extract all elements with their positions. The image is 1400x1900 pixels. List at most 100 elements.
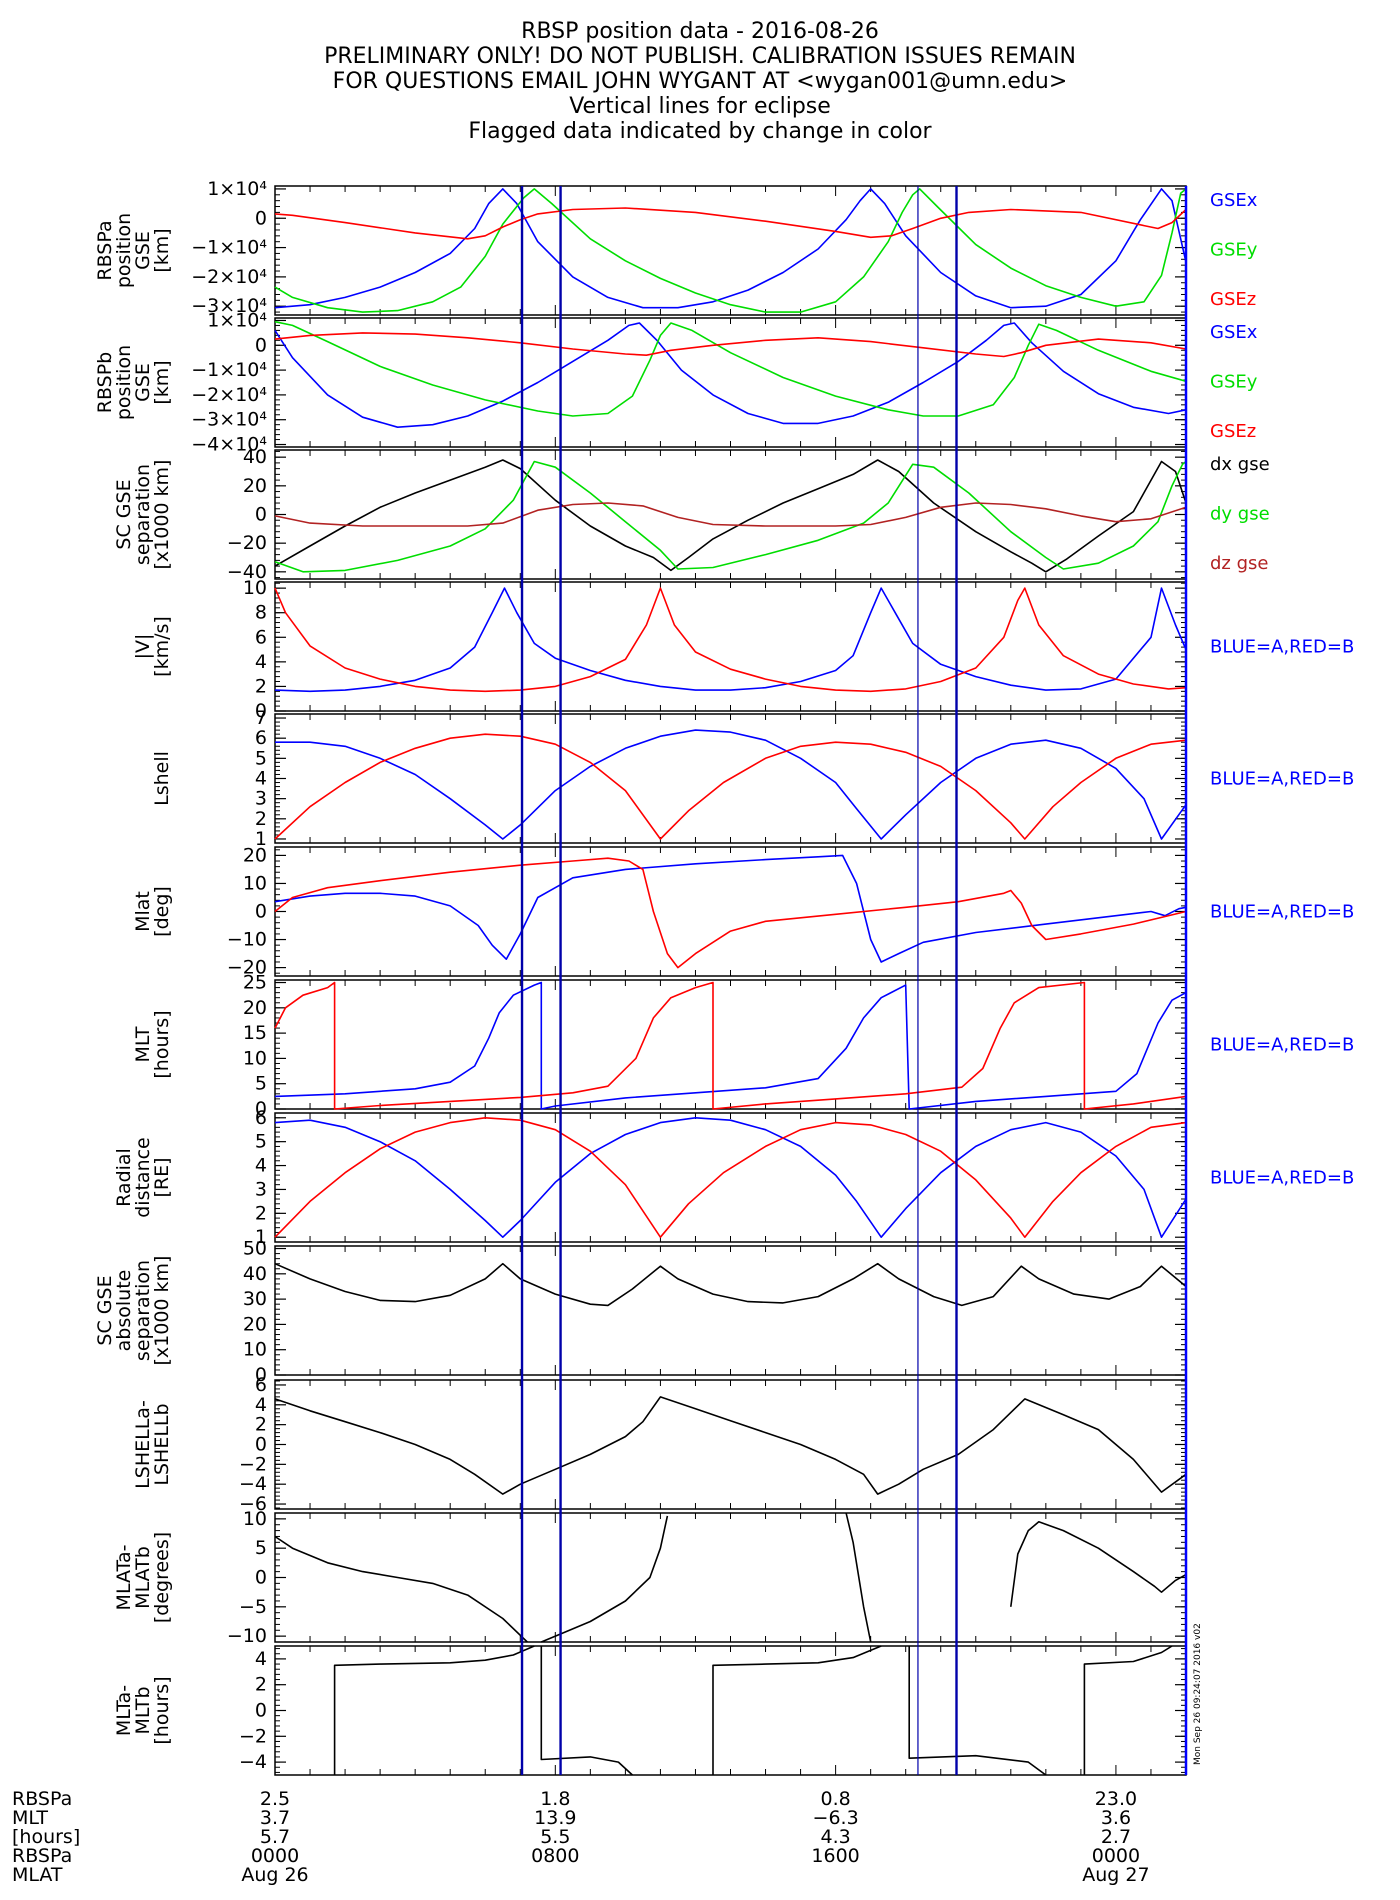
- footer-column-value: 5.5: [540, 1826, 570, 1848]
- series-line-a: [274, 854, 1187, 963]
- y-tick-label: 0: [255, 334, 267, 356]
- series-line-dx-gse: [274, 459, 1187, 573]
- title-line-5: Flagged data indicated by change in colo…: [468, 119, 932, 144]
- series-line-gsey: [274, 188, 1187, 313]
- y-tick-label: 20: [243, 475, 267, 497]
- y-tick-label: 2: [255, 675, 267, 697]
- y-tick-label: 4: [255, 1648, 267, 1670]
- y-tick-label: 10: [243, 872, 267, 894]
- footer-column-value: Aug 27: [1082, 1864, 1149, 1886]
- y-tick-label: 0: [255, 1364, 267, 1386]
- footer-column-value: Aug 26: [241, 1864, 308, 1886]
- y-axis-label: SC GSE: [113, 479, 135, 549]
- legend-entry: BLUE=A,RED=B: [1210, 1168, 1354, 1189]
- y-tick-label: 0: [255, 1098, 267, 1120]
- series-line-a: [275, 729, 1187, 840]
- y-tick-label: 3: [255, 788, 267, 810]
- y-tick-label: 5: [255, 747, 267, 769]
- y-tick-label: 4: [255, 1155, 267, 1177]
- series-line-value: [274, 1535, 528, 1643]
- y-axis-label: [x1000 km]: [151, 1256, 173, 1366]
- footer-row-label: RBSPa: [12, 1788, 72, 1810]
- series-line-value: [540, 1646, 633, 1776]
- y-tick-label: −3×10⁴: [191, 295, 267, 317]
- legend-entry: GSEz: [1210, 289, 1256, 310]
- y-tick-label: −3×10⁴: [191, 409, 267, 431]
- y-axis-label: separation: [132, 464, 154, 565]
- y-tick-label: −1×10⁴: [191, 359, 267, 381]
- panel-frame: [274, 846, 1187, 977]
- legend-entry: GSEz: [1210, 421, 1256, 442]
- footer-column-value: 1.8: [540, 1788, 570, 1810]
- footer-column-value: −6.3: [813, 1807, 859, 1829]
- series-line-a: [274, 587, 1187, 693]
- y-tick-label: −1×10⁴: [191, 237, 267, 259]
- y-tick-label: 40: [243, 446, 267, 468]
- panel-6: 20 10 0 −10 −20 Mlat[deg] BLUE=A,RED=B: [132, 844, 1354, 978]
- y-tick-label: −5: [239, 1596, 267, 1618]
- legend-entry: dy gse: [1210, 504, 1270, 525]
- footer-row-label: MLT: [12, 1807, 48, 1829]
- series-line-gsez: [274, 207, 1187, 240]
- panel-frame: [274, 581, 1187, 712]
- y-tick-label: 0: [255, 1567, 267, 1589]
- y-tick-label: 4: [255, 768, 267, 790]
- panel-frame: [274, 1512, 1187, 1643]
- title-line-1: RBSP position data - 2016-08-26: [521, 19, 879, 44]
- footer-column-value: 2.5: [260, 1788, 290, 1810]
- series-line-value: [333, 1645, 535, 1775]
- y-tick-label: −2×10⁴: [191, 384, 267, 406]
- footer-column-value: 0000: [1092, 1845, 1140, 1867]
- panel-1: 1×10⁴0−1×10⁴−2×10⁴−3×10⁴RBSPapositionGSE…: [94, 178, 1258, 317]
- y-axis-label: separation: [132, 1260, 154, 1361]
- legend-entry: GSEx: [1210, 322, 1258, 343]
- series-line-dy-gse: [274, 460, 1187, 573]
- y-tick-label: 0: [255, 504, 267, 526]
- y-axis-label: position: [113, 345, 135, 420]
- footer-column-value: 2.7: [1101, 1826, 1131, 1848]
- y-axis-label: MLATb: [132, 1546, 154, 1609]
- legend-entry: dz gse: [1210, 553, 1268, 574]
- panel-11: 10 5 0 −5 −10 MLATa-MLATb[degrees]: [113, 1508, 1187, 1647]
- y-tick-label: −4: [239, 1473, 267, 1495]
- y-tick-label: 5: [255, 1073, 267, 1095]
- legend-entry: GSEy: [1210, 240, 1258, 261]
- panel-frame: [274, 1112, 1187, 1243]
- series-line-b: [274, 733, 1187, 840]
- y-tick-label: 6: [255, 1374, 267, 1396]
- y-tick-label: 4: [255, 1394, 267, 1416]
- panel-frame: [274, 1245, 1187, 1376]
- y-tick-label: −4: [239, 1751, 267, 1773]
- legend-entry: BLUE=A,RED=B: [1210, 637, 1354, 658]
- y-axis-label: |V|: [132, 634, 154, 660]
- y-tick-label: 0: [255, 207, 267, 229]
- series-line-value: [712, 1645, 882, 1775]
- panel-12: 4 2 0 −2 −4 MLTa-MLTb[hours]: [113, 1645, 1187, 1776]
- series-line-value: [274, 1396, 1187, 1495]
- footer-column-value: 0800: [531, 1845, 579, 1867]
- y-tick-label: 30: [243, 1288, 267, 1310]
- y-axis-label: [km/s]: [151, 616, 173, 677]
- footer-row-label: RBSPa: [12, 1845, 72, 1867]
- y-tick-label: 6: [255, 626, 267, 648]
- eclipse-lines: [520, 186, 1188, 1775]
- y-tick-label: 20: [243, 997, 267, 1019]
- y-tick-label: 10: [243, 577, 267, 599]
- y-tick-label: −20: [227, 532, 267, 554]
- footer-column-value: 4.3: [821, 1826, 851, 1848]
- y-tick-label: 1×10⁴: [207, 309, 267, 331]
- y-axis-label: [x1000 km]: [151, 460, 173, 570]
- legend-entry: GSEx: [1210, 190, 1258, 211]
- y-tick-label: 0: [255, 1434, 267, 1456]
- y-tick-label: 0: [255, 700, 267, 722]
- y-tick-label: 25: [243, 972, 267, 994]
- y-axis-label: [km]: [151, 360, 173, 404]
- series-line-gsex: [274, 322, 1187, 429]
- y-tick-label: 10: [243, 1508, 267, 1530]
- panel-2: 1×10⁴ 0 −1×10⁴ −2×10⁴ −3×10⁴ −4×10⁴ RBSPbposit…: [94, 309, 1258, 455]
- y-tick-label: 2: [255, 1414, 267, 1436]
- footer-column-value: 5.7: [260, 1826, 290, 1848]
- series-line-a: [274, 1117, 1187, 1238]
- y-tick-label: −40: [227, 561, 267, 583]
